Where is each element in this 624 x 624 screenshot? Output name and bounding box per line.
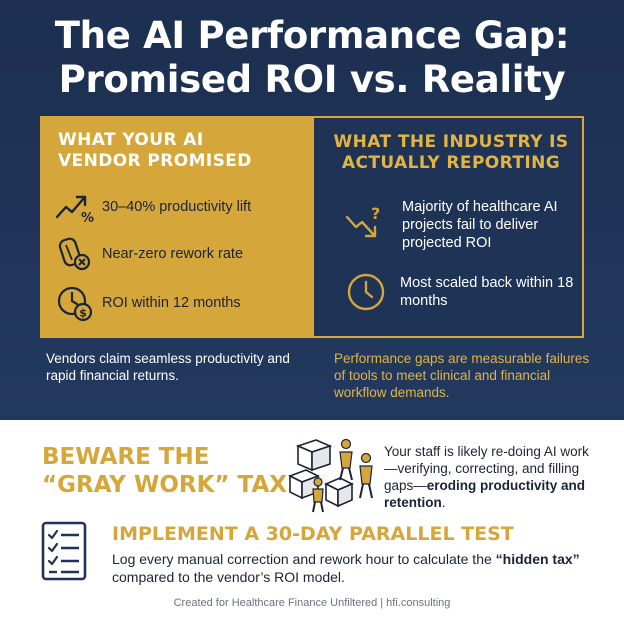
declining-trend-question-icon: ? xyxy=(345,205,380,238)
gray-work-text-end: . xyxy=(441,495,446,510)
svg-text:%: % xyxy=(81,211,94,224)
gray-work-text-bold: eroding productivity and retention xyxy=(384,478,586,510)
reality-caption: Performance gaps are measurable failures… xyxy=(334,351,590,400)
promised-item-text: ROI within 12 months xyxy=(102,295,241,311)
rework-icon xyxy=(58,237,91,271)
clock-icon xyxy=(347,273,385,311)
footer-credit: Created for Healthcare Finance Unfiltere… xyxy=(173,597,451,609)
top-section: The AI Performance Gap: Promised ROI vs.… xyxy=(0,0,624,420)
promised-item: % 30–40% productivity lift xyxy=(54,190,251,224)
parallel-test-text-end: compared to the vendor’s ROI model. xyxy=(112,569,345,585)
reality-heading: WHAT THE INDUSTRY IS ACTUALLY REPORTING xyxy=(328,132,574,174)
gray-work-heading-line1: BEWARE THE xyxy=(42,444,210,470)
promised-heading-line1: WHAT YOUR AI xyxy=(58,130,204,150)
gray-work-heading: BEWARE THE “GRAY WORK” TAX xyxy=(42,443,292,499)
reality-item-text: Majority of healthcare AI projects fail … xyxy=(402,199,558,251)
promised-item-text: 30–40% productivity lift xyxy=(102,199,252,215)
promised-panel: WHAT YOUR AI VENDOR PROMISED % 30–40% pr… xyxy=(40,116,314,338)
productivity-trend-icon: % xyxy=(55,195,94,224)
svg-text:?: ? xyxy=(371,205,380,223)
reality-item: ? Majority of healthcare AI projects fai… xyxy=(344,198,574,252)
svg-text:$: $ xyxy=(79,307,87,320)
gray-work-text-plain: Your staff is likely re-doing AI work—ve… xyxy=(384,444,589,493)
parallel-test-text-start: Log every manual correction and rework h… xyxy=(112,551,496,567)
promised-item: $ ROI within 12 months xyxy=(56,284,241,322)
reality-heading-line1: WHAT THE INDUSTRY IS xyxy=(333,132,569,152)
parallel-test-text-bold: “hidden tax” xyxy=(495,551,580,567)
gray-work-text: Your staff is likely re-doing AI work—ve… xyxy=(384,443,594,511)
people-moving-blocks-icon xyxy=(288,438,373,513)
promised-caption: Vendors claim seamless productivity and … xyxy=(46,351,290,383)
gray-work-heading-line2: “GRAY WORK” TAX xyxy=(42,472,287,498)
parallel-test-heading: IMPLEMENT A 30-DAY PARALLEL TEST xyxy=(112,523,514,545)
page-title-line2: Promised ROI vs. Reality xyxy=(58,58,566,101)
page-title-line1: The AI Performance Gap: xyxy=(54,14,570,57)
reality-item: Most scaled back within 18 months xyxy=(346,272,576,312)
checklist-icon xyxy=(41,521,87,581)
promised-heading-line2: VENDOR PROMISED xyxy=(58,151,252,171)
parallel-test-text: Log every manual correction and rework h… xyxy=(112,550,592,586)
promised-heading: WHAT YOUR AI VENDOR PROMISED xyxy=(58,130,298,172)
promised-item-text: Near-zero rework rate xyxy=(102,246,244,262)
reality-panel: WHAT THE INDUSTRY IS ACTUALLY REPORTING … xyxy=(314,116,584,338)
page-title: The AI Performance Gap: Promised ROI vs.… xyxy=(0,14,624,102)
clock-dollar-icon: $ xyxy=(57,286,93,322)
reality-item-text: Most scaled back within 18 months xyxy=(400,275,574,309)
reality-heading-line2: ACTUALLY REPORTING xyxy=(341,153,561,173)
promised-item: Near-zero rework rate xyxy=(56,236,243,272)
